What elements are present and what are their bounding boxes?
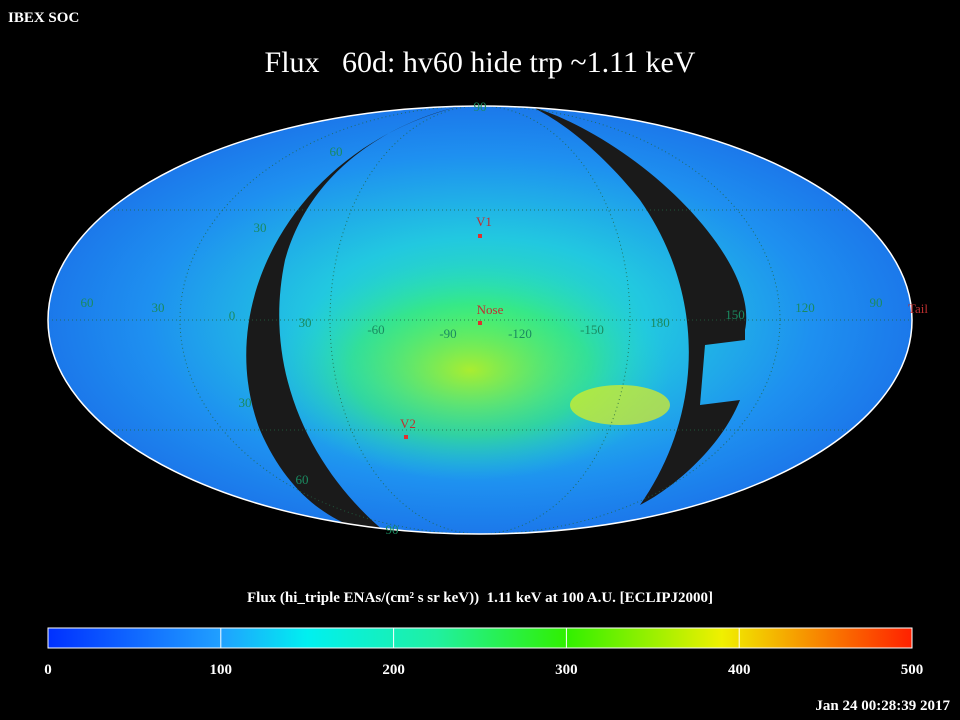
grid-label: 60 bbox=[296, 472, 309, 487]
marker-label: Tail bbox=[908, 301, 928, 316]
title: Flux 60d: hv60 hide trp ~1.11 keV bbox=[265, 46, 696, 79]
grid-label: -90 bbox=[439, 326, 456, 341]
marker-label: V1 bbox=[476, 214, 492, 229]
grid-label: 60 bbox=[81, 295, 94, 310]
marker bbox=[478, 321, 482, 325]
grid-label: -60 bbox=[367, 322, 384, 337]
grid-label: 150 bbox=[725, 307, 745, 322]
grid-label: 30 bbox=[254, 220, 267, 235]
colorbar-tick-label: 500 bbox=[901, 662, 924, 678]
grid-label: 0 bbox=[229, 308, 236, 323]
grid-label: 120 bbox=[795, 300, 815, 315]
marker-label: Nose bbox=[477, 302, 504, 317]
sky-map bbox=[48, 106, 912, 534]
grid-label: 180 bbox=[650, 315, 670, 330]
marker bbox=[478, 234, 482, 238]
marker-label: V2 bbox=[400, 416, 416, 431]
grid-label: 90 bbox=[474, 99, 487, 114]
corner-label: IBEX SOC bbox=[8, 10, 79, 26]
colorbar-tick-label: 400 bbox=[728, 662, 751, 678]
colorbar-tick-label: 100 bbox=[210, 662, 233, 678]
colorbar-tick-label: 0 bbox=[44, 662, 52, 678]
grid-label: -120 bbox=[508, 326, 532, 341]
timestamp: Jan 24 00:28:39 2017 bbox=[815, 698, 950, 714]
grid-label: 90 bbox=[386, 522, 399, 537]
marker bbox=[404, 435, 408, 439]
colorbar-tick-label: 300 bbox=[555, 662, 578, 678]
grid-label: 60 bbox=[330, 144, 343, 159]
grid-label: 30 bbox=[299, 315, 312, 330]
grid-label: 30 bbox=[152, 300, 165, 315]
colorbar-tick-label: 200 bbox=[382, 662, 405, 678]
colorbar-label: Flux (hi_triple ENAs/(cm² s sr keV)) 1.1… bbox=[247, 590, 713, 606]
colorbar bbox=[47, 627, 913, 649]
grid-label: -150 bbox=[580, 322, 604, 337]
grid-label: 30 bbox=[239, 395, 252, 410]
grid-label: 90 bbox=[870, 295, 883, 310]
